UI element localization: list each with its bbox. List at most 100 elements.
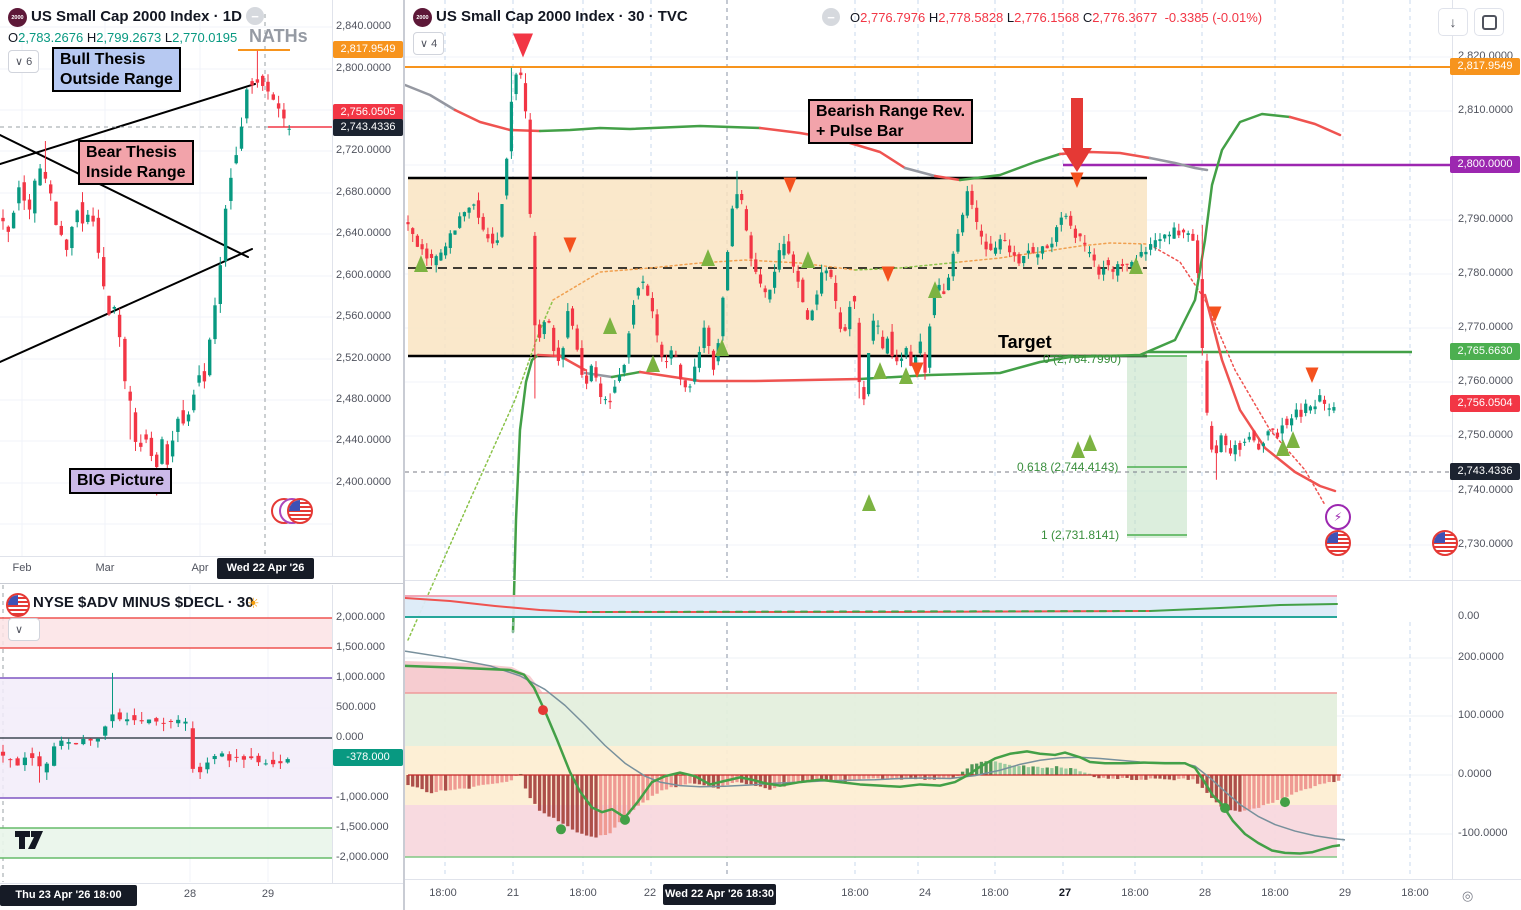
- nyse-indicator-title[interactable]: NYSE $ADV MINUS $DECL · 30: [33, 594, 254, 611]
- daily-priceaxis-border: [332, 0, 333, 556]
- price-axis-label: 2,560.0000: [336, 310, 392, 322]
- price-badge: -378.000: [333, 749, 403, 766]
- annotation-target[interactable]: Target: [998, 332, 1052, 352]
- time-axis-label: 18:00: [841, 887, 869, 899]
- price-axis-label: 2,760.0000: [1458, 375, 1514, 387]
- indicator-axis-label: 100.0000: [1458, 709, 1504, 721]
- indicator-axis-label: 0.00: [1458, 610, 1480, 622]
- main-chart-title[interactable]: US Small Cap 2000 Index · 30 · TVC: [436, 8, 688, 25]
- time-axis-badge: Thu 23 Apr '26 18:00: [0, 885, 137, 906]
- price-axis-label: 2,770.0000: [1458, 321, 1514, 333]
- price-axis-label: 1,000.000: [336, 671, 385, 683]
- fib-level-0-label: 0 (2,764.7990): [1043, 352, 1122, 366]
- price-axis-label: 2,640.0000: [336, 227, 392, 239]
- main-collapse-button[interactable]: ∨ 4: [413, 32, 445, 55]
- price-badge: 2,817.9549: [1450, 58, 1520, 75]
- price-axis-label: 2,440.0000: [336, 434, 392, 446]
- time-axis-label: 28: [1198, 887, 1212, 899]
- price-axis-label: 2,790.0000: [1458, 213, 1514, 225]
- time-axis-label: 18:00: [429, 887, 457, 899]
- restore-icon: [1481, 14, 1497, 30]
- price-axis-label: -1,500.000: [336, 821, 389, 833]
- main-indicator-divider[interactable]: [405, 580, 1521, 581]
- annotation-bull-thesis[interactable]: Bull Thesis Outside Range: [52, 47, 181, 93]
- time-axis-label: 24: [918, 887, 932, 899]
- main-timeaxis-separator: [405, 879, 1521, 880]
- fib-level-618-label: 0.618 (2,744.4143): [1017, 460, 1119, 474]
- annotation-big-picture[interactable]: BIG Picture: [69, 468, 173, 494]
- price-axis-label: 2,840.0000: [336, 20, 392, 32]
- price-axis-label: -1,000.000: [336, 791, 389, 803]
- price-badge: 2,743.4336: [1450, 463, 1520, 480]
- indicator-axis-label: 0.0000: [1458, 768, 1492, 780]
- main-priceaxis-border: [1452, 0, 1453, 879]
- time-axis-label: 22: [643, 887, 657, 899]
- price-axis-label: 2,680.0000: [336, 186, 392, 198]
- time-axis-label: 18:00: [1121, 887, 1149, 899]
- time-axis-badge: Wed 22 Apr '26 18:30: [663, 884, 776, 905]
- nyse-timeaxis-separator: [0, 883, 403, 884]
- price-badge: 2,756.0505: [333, 104, 403, 121]
- price-axis-label: 2,480.0000: [336, 393, 392, 405]
- session-sun-icon: ☀: [247, 595, 260, 611]
- time-axis-label: 18:00: [1401, 887, 1429, 899]
- daily-collapse-button[interactable]: ∨ 6: [8, 50, 40, 73]
- hide-indicator-icon[interactable]: −: [822, 8, 840, 26]
- daily-chart-title[interactable]: US Small Cap 2000 Index · 1D: [31, 8, 242, 25]
- price-badge: 2,743.4336: [333, 119, 403, 136]
- symbol-logo: 2000: [413, 8, 432, 27]
- hide-indicator-icon[interactable]: −: [246, 7, 264, 25]
- us-flag-icon[interactable]: [1325, 530, 1351, 556]
- time-axis-label: Apr: [191, 562, 209, 574]
- annotation-bear-thesis[interactable]: Bear Thesis Inside Range: [78, 140, 194, 186]
- price-axis-label: 2,720.0000: [336, 144, 392, 156]
- price-axis-label: 2,730.0000: [1458, 538, 1514, 550]
- annotation-bearish-range[interactable]: Bearish Range Rev. + Pulse Bar: [808, 99, 974, 145]
- price-axis-label: -2,000.000: [336, 851, 389, 863]
- scroll-to-recent-button[interactable]: ↓: [1438, 8, 1468, 36]
- daily-timeaxis-separator: [0, 556, 403, 557]
- left-panel-divider[interactable]: [0, 583, 403, 584]
- time-axis-label: Feb: [12, 562, 32, 574]
- lightning-marker-icon[interactable]: ⚡: [1325, 504, 1351, 530]
- nyse-collapse-button[interactable]: ∨: [8, 618, 40, 641]
- time-axis-badge: Wed 22 Apr '26: [217, 558, 314, 579]
- nyse-chart-layer: [0, 585, 332, 882]
- time-axis-label: 18:00: [981, 887, 1009, 899]
- price-badge: 2,817.9549: [333, 41, 403, 58]
- price-badge: 2,756.0504: [1450, 395, 1520, 412]
- fib-level-1-label: 1 (2,731.8141): [1041, 528, 1120, 542]
- time-axis-label: 29: [261, 888, 275, 900]
- main-ohlc-row: O2,776.7976 H2,778.5828 L2,776.1568 C2,7…: [850, 10, 1263, 25]
- price-axis-label: 2,780.0000: [1458, 267, 1514, 279]
- us-flag-icon: [287, 498, 313, 524]
- us-flag-icon[interactable]: [1432, 530, 1458, 556]
- us-flag-icon: [6, 593, 30, 617]
- change-value: -0.3385 (-0.01%): [1164, 10, 1263, 25]
- tradingview-logo[interactable]: [14, 830, 48, 850]
- indicator-axis-label: 200.0000: [1458, 651, 1504, 663]
- time-axis-label: Mar: [95, 562, 115, 574]
- time-axis-label: 21: [506, 887, 520, 899]
- price-axis-label: 0.000: [336, 731, 364, 743]
- symbol-logo: 2000: [8, 8, 27, 27]
- price-axis-label: 2,810.0000: [1458, 104, 1514, 116]
- price-badge: 2,800.0000: [1450, 156, 1520, 173]
- main-chart-layer: [403, 0, 1452, 641]
- time-axis-label: 18:00: [569, 887, 597, 899]
- time-axis-label: 29: [1338, 887, 1352, 899]
- price-axis-label: 2,750.0000: [1458, 429, 1514, 441]
- daily-chart-layer: [0, 14, 336, 556]
- price-axis-label: 2,600.0000: [336, 269, 392, 281]
- session-breaks-icon[interactable]: ◎: [1462, 888, 1474, 903]
- time-axis-label: 27: [1058, 887, 1072, 899]
- price-axis-label: 2,400.0000: [336, 476, 392, 488]
- daily-ohlc-row: O2,783.2676 H2,799.2673 L2,770.0195: [8, 30, 238, 45]
- time-axis-label: 28: [183, 888, 197, 900]
- restore-panel-button[interactable]: [1474, 8, 1504, 36]
- indicator-axis-label: -100.0000: [1458, 827, 1508, 839]
- price-axis-label: 1,500.000: [336, 641, 385, 653]
- panel-divider-vertical[interactable]: [403, 0, 405, 910]
